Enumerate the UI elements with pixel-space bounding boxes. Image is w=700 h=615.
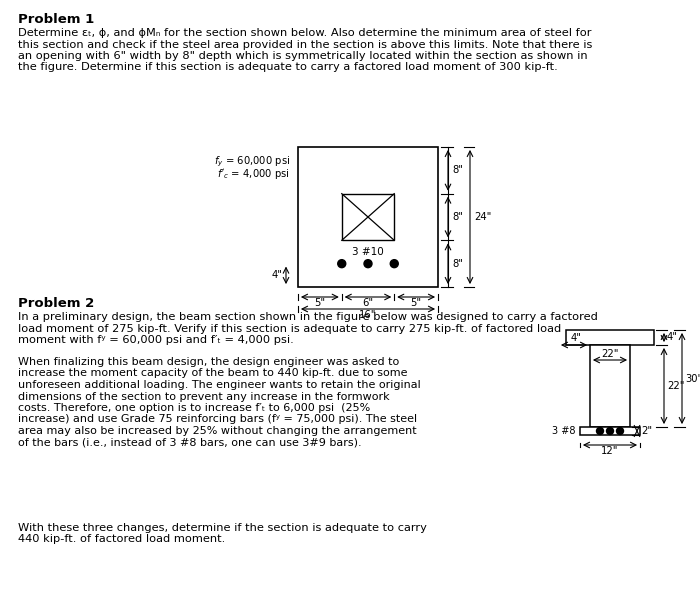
- Text: this section and check if the steel area provided in the section is above this l: this section and check if the steel area…: [18, 39, 592, 49]
- Bar: [590, 345, 630, 427]
- Text: 8": 8": [452, 165, 463, 175]
- Text: When finalizing this beam design, the design engineer was asked to: When finalizing this beam design, the de…: [18, 357, 399, 367]
- Bar: [580, 427, 640, 435]
- Bar: [342, 194, 394, 240]
- Text: $f'_c$ = 4,000 psi: $f'_c$ = 4,000 psi: [217, 167, 290, 181]
- Text: 24": 24": [474, 212, 491, 222]
- Circle shape: [596, 427, 603, 435]
- Text: In a preliminary design, the beam section shown in the figure below was designed: In a preliminary design, the beam sectio…: [18, 312, 598, 322]
- Text: 3 #10: 3 #10: [352, 247, 384, 256]
- Text: 440 kip-ft. of factored load moment.: 440 kip-ft. of factored load moment.: [18, 534, 225, 544]
- Text: load moment of 275 kip-ft. Verify if this section is adequate to carry 275 kip-f: load moment of 275 kip-ft. Verify if thi…: [18, 323, 561, 333]
- Bar: [298, 147, 438, 287]
- Text: 30": 30": [685, 373, 700, 384]
- Text: 6": 6": [363, 298, 374, 308]
- Text: 22": 22": [667, 381, 685, 391]
- Text: 16": 16": [359, 310, 377, 320]
- Text: 4": 4": [272, 271, 283, 280]
- Circle shape: [391, 260, 398, 268]
- Text: dimensions of the section to prevent any increase in the formwork: dimensions of the section to prevent any…: [18, 392, 390, 402]
- Text: 8": 8": [452, 212, 463, 222]
- Text: an opening with 6" width by 8" depth which is symmetrically located within the s: an opening with 6" width by 8" depth whi…: [18, 51, 587, 61]
- Text: Problem 2: Problem 2: [18, 297, 95, 310]
- Bar: [566, 330, 654, 345]
- Text: 4": 4": [570, 333, 582, 343]
- Text: Determine εₜ, ϕ, and ϕMₙ for the section shown below. Also determine the minimum: Determine εₜ, ϕ, and ϕMₙ for the section…: [18, 28, 592, 38]
- Circle shape: [337, 260, 346, 268]
- Text: 2": 2": [641, 426, 652, 436]
- Circle shape: [606, 427, 613, 435]
- Text: 8": 8": [452, 259, 463, 269]
- Text: With these three changes, determine if the section is adequate to carry: With these three changes, determine if t…: [18, 523, 427, 533]
- Text: increase the moment capacity of the beam to 440 kip-ft. due to some: increase the moment capacity of the beam…: [18, 368, 407, 378]
- Text: 3 #8: 3 #8: [552, 426, 575, 436]
- Text: costs. Therefore, one option is to increase f′ₜ to 6,000 psi  (25%: costs. Therefore, one option is to incre…: [18, 403, 370, 413]
- Circle shape: [617, 427, 624, 435]
- Text: $f_y$ = 60,000 psi: $f_y$ = 60,000 psi: [214, 155, 290, 169]
- Text: of the bars (i.e., instead of 3 #8 bars, one can use 3#9 bars).: of the bars (i.e., instead of 3 #8 bars,…: [18, 437, 362, 448]
- Text: increase) and use Grade 75 reinforcing bars (fʸ = 75,000 psi). The steel: increase) and use Grade 75 reinforcing b…: [18, 415, 417, 424]
- Text: 5": 5": [411, 298, 421, 308]
- Text: unforeseen additional loading. The engineer wants to retain the original: unforeseen additional loading. The engin…: [18, 380, 421, 390]
- Text: 4": 4": [667, 333, 678, 343]
- Text: 5": 5": [314, 298, 326, 308]
- Text: moment with fʸ = 60,000 psi and f′ₜ = 4,000 psi.: moment with fʸ = 60,000 psi and f′ₜ = 4,…: [18, 335, 294, 345]
- Text: 22": 22": [601, 349, 619, 359]
- Circle shape: [364, 260, 372, 268]
- Text: area may also be increased by 25% without changing the arrangement: area may also be increased by 25% withou…: [18, 426, 416, 436]
- Text: the figure. Determine if this section is adequate to carry a factored load momen: the figure. Determine if this section is…: [18, 63, 558, 73]
- Text: Problem 1: Problem 1: [18, 13, 95, 26]
- Text: 12": 12": [601, 446, 619, 456]
